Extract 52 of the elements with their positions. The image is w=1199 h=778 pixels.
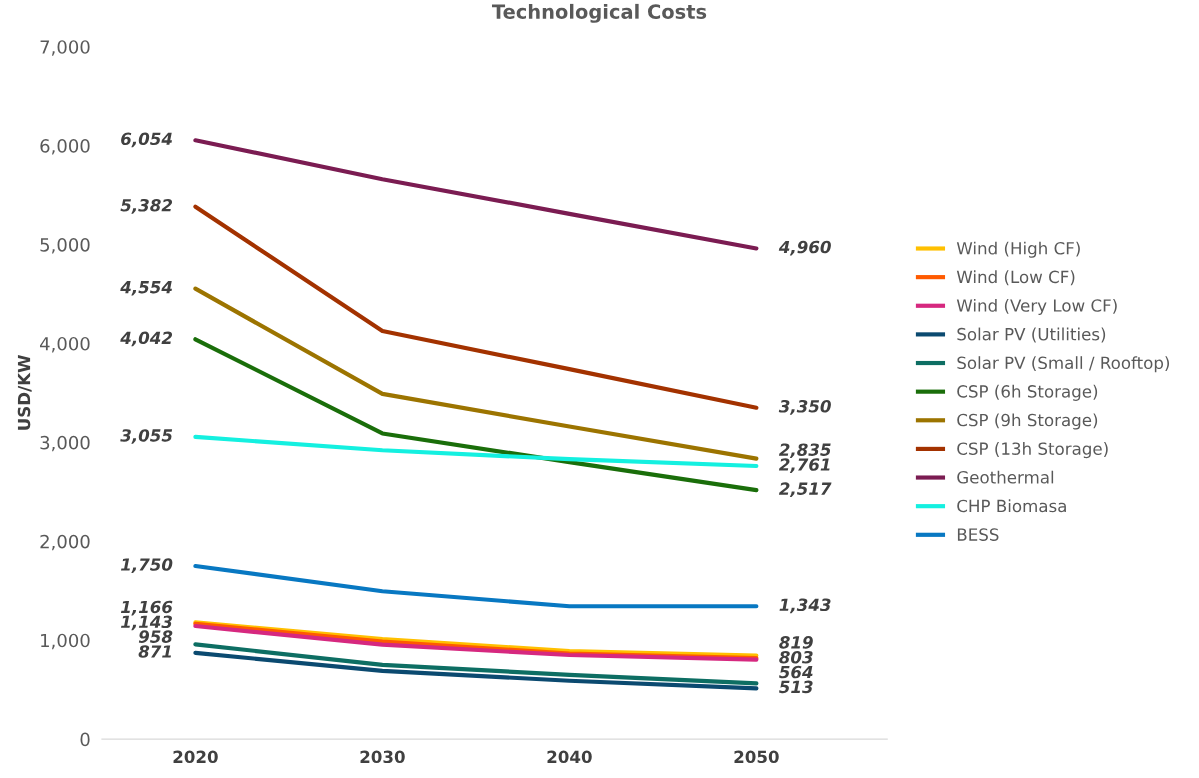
data-label: 1,750 (120, 558, 173, 573)
x-tick-label: 2020 (173, 750, 218, 764)
data-label: 2,835 (778, 443, 831, 459)
data-label: 1,343 (779, 598, 831, 614)
legend-label: CSP (6h Storage) (957, 384, 1098, 401)
line-series (193, 138, 759, 251)
legend-label: Wind (High CF) (956, 241, 1080, 258)
data-label: 564 (779, 665, 813, 679)
x-tick-label: 2050 (734, 750, 779, 764)
legend-label: Solar PV (Utilities) (957, 327, 1106, 343)
legend-label: BESS (957, 528, 999, 541)
data-label: 3,055 (120, 429, 173, 444)
legend-label: CSP (9h Storage) (957, 413, 1098, 430)
data-label: 4,554 (120, 281, 172, 296)
y-tick-label: 0 (80, 732, 90, 747)
legend-label: CSP (13h Storage) (957, 442, 1108, 459)
data-label: 871 (138, 645, 172, 658)
line-series (193, 337, 759, 493)
legend-label: CHP Biomasa (957, 499, 1066, 513)
y-axis-title: USD/KW (17, 355, 32, 430)
x-tick-label: 2030 (360, 750, 405, 764)
y-tick-label: 7,000 (40, 40, 90, 56)
data-label: 4,960 (778, 240, 831, 256)
y-tick-label: 6,000 (40, 139, 90, 155)
legend-label: Solar PV (Small / Rooftop) (957, 356, 1169, 373)
line-series (193, 434, 759, 469)
y-tick-label: 1,000 (41, 633, 90, 650)
legend-label: Wind (Very Low CF) (956, 298, 1117, 316)
legend-label: Wind (Low CF) (956, 270, 1075, 286)
data-label: 4,042 (120, 331, 173, 347)
legend-label: Geothermal (957, 470, 1054, 484)
y-tick-label: 4,000 (40, 336, 90, 353)
data-label: 5,382 (120, 198, 173, 214)
x-tick-label: 2040 (547, 750, 592, 764)
line-series (193, 642, 759, 686)
data-label: 803 (779, 650, 813, 664)
y-tick-label: 5,000 (40, 237, 90, 254)
data-label: 2,761 (778, 458, 830, 473)
y-tick-label: 3,000 (40, 435, 90, 452)
data-label: 3,350 (778, 399, 831, 415)
y-tick-label: 2,000 (40, 534, 90, 551)
data-label: 2,517 (778, 482, 832, 498)
data-label: 1,143 (120, 615, 172, 631)
chart-title: Technological Costs (491, 3, 707, 23)
data-label: 819 (779, 636, 813, 649)
data-label: 513 (779, 680, 813, 694)
data-label: 958 (138, 630, 173, 643)
line-series (193, 650, 759, 691)
data-label: 6,054 (121, 132, 172, 148)
line-series (193, 204, 759, 410)
line-series (193, 286, 759, 461)
data-label: 1,166 (120, 600, 173, 616)
